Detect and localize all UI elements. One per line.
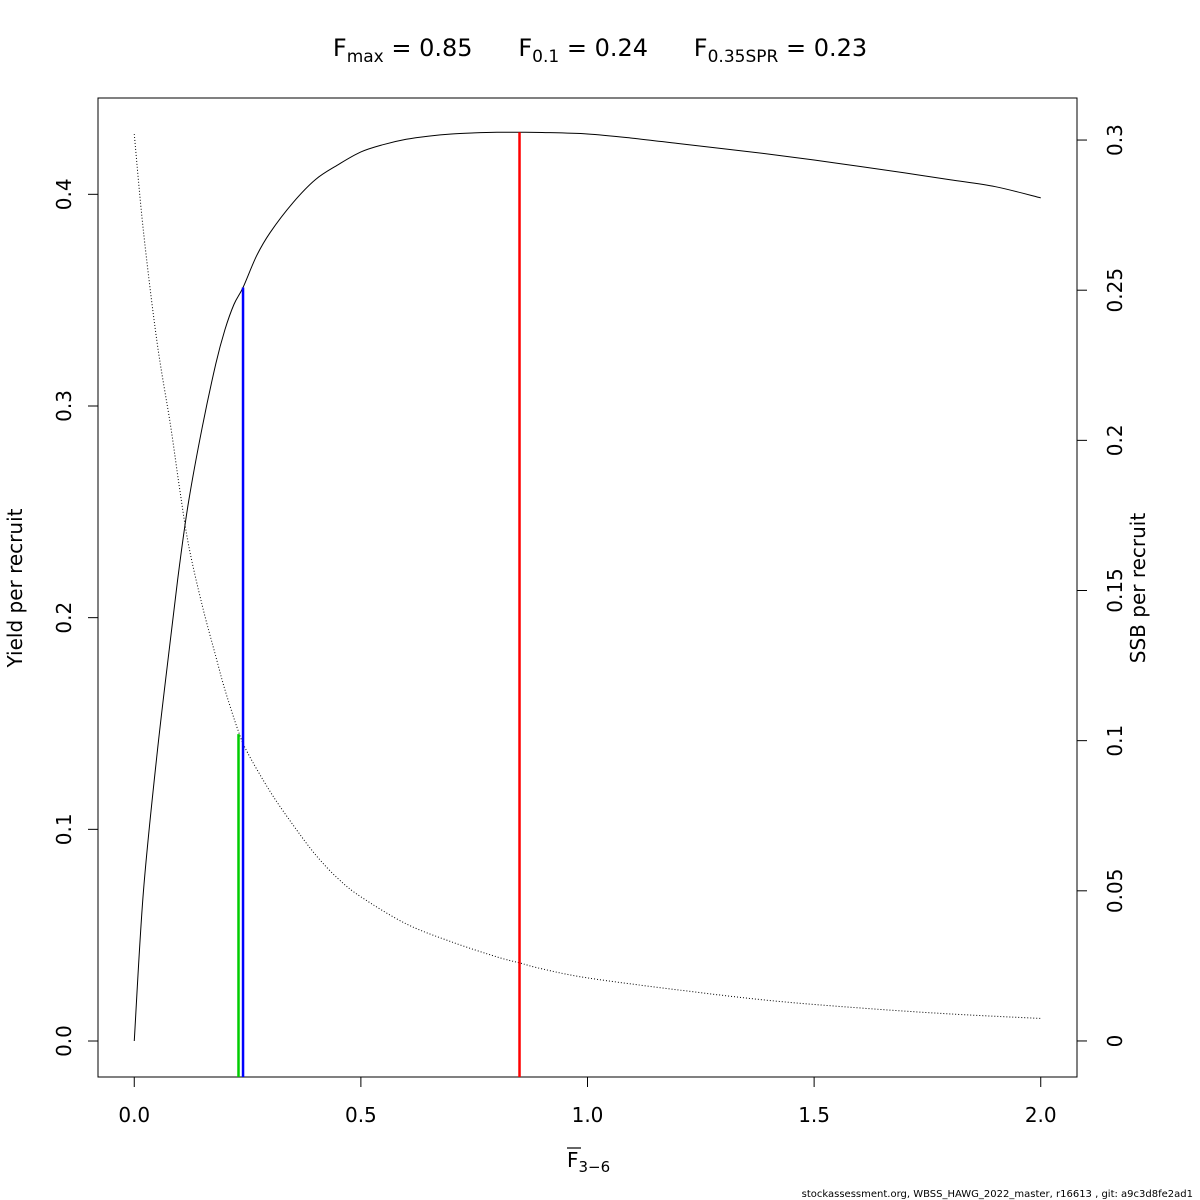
x-axis-title-symbol: F <box>567 1148 579 1172</box>
y-left-tick-label: 0.3 <box>52 390 76 422</box>
y-right-tick-label: 0.3 <box>1103 124 1127 156</box>
chart-title: Fmax = 0.85 F0.1 = 0.24 F0.35SPR = 0.23 <box>333 34 867 67</box>
title-fmax-value: 0.85 <box>419 34 472 62</box>
x-tick-label: 1.5 <box>798 1103 830 1127</box>
footer-note: stockassessment.org, WBSS_HAWG_2022_mast… <box>802 1189 1193 1200</box>
title-f01-symbol: F <box>518 34 532 62</box>
svg-text:F3−6: F3−6 <box>567 1148 610 1176</box>
x-axis: 0.0 0.5 1.0 1.5 2.0 <box>118 1076 1057 1127</box>
title-f01-sub: 0.1 <box>532 47 559 67</box>
title-fspr-value: 0.23 <box>814 34 867 62</box>
y-axis-right: 0 0.05 0.1 0.15 0.2 0.25 0.3 <box>1076 124 1127 1048</box>
y-left-tick-label: 0.2 <box>52 602 76 634</box>
x-axis-title-sub: 3−6 <box>579 1158 611 1176</box>
reference-lines <box>237 132 521 1077</box>
y-right-tick-label: 0.15 <box>1103 568 1127 613</box>
y-right-tick-label: 0.05 <box>1103 869 1127 914</box>
y-axis-right-title: SSB per recruit <box>1126 513 1150 664</box>
y-left-tick-label: 0.1 <box>52 813 76 845</box>
y-axis-left: 0.0 0.1 0.2 0.3 0.4 <box>52 178 99 1057</box>
y-axis-left-title: Yield per recruit <box>3 508 27 668</box>
ssb-per-recruit-line <box>133 133 1041 1019</box>
series-group <box>133 131 1041 1042</box>
y-left-tick-label: 0.0 <box>52 1025 76 1057</box>
y-right-tick-label: 0.1 <box>1103 725 1127 757</box>
x-tick-label: 0.0 <box>118 1103 150 1127</box>
y-right-tick-label: 0 <box>1103 1035 1127 1048</box>
title-f01-value: 0.24 <box>595 34 648 62</box>
title-fspr-symbol: F <box>694 34 708 62</box>
yield-per-recruit-line <box>133 131 1041 1042</box>
y-right-tick-label: 0.2 <box>1103 424 1127 456</box>
x-tick-label: 1.0 <box>572 1103 604 1127</box>
y-left-tick-label: 0.4 <box>52 178 76 210</box>
title-fmax-sub: max <box>347 47 384 67</box>
x-tick-label: 0.5 <box>345 1103 377 1127</box>
x-axis-title: F3−6 <box>567 1147 610 1176</box>
title-fspr-sub: 0.35SPR <box>708 47 779 67</box>
title-fmax-symbol: F <box>333 34 347 62</box>
x-tick-label: 2.0 <box>1025 1103 1057 1127</box>
y-right-tick-label: 0.25 <box>1103 268 1127 313</box>
